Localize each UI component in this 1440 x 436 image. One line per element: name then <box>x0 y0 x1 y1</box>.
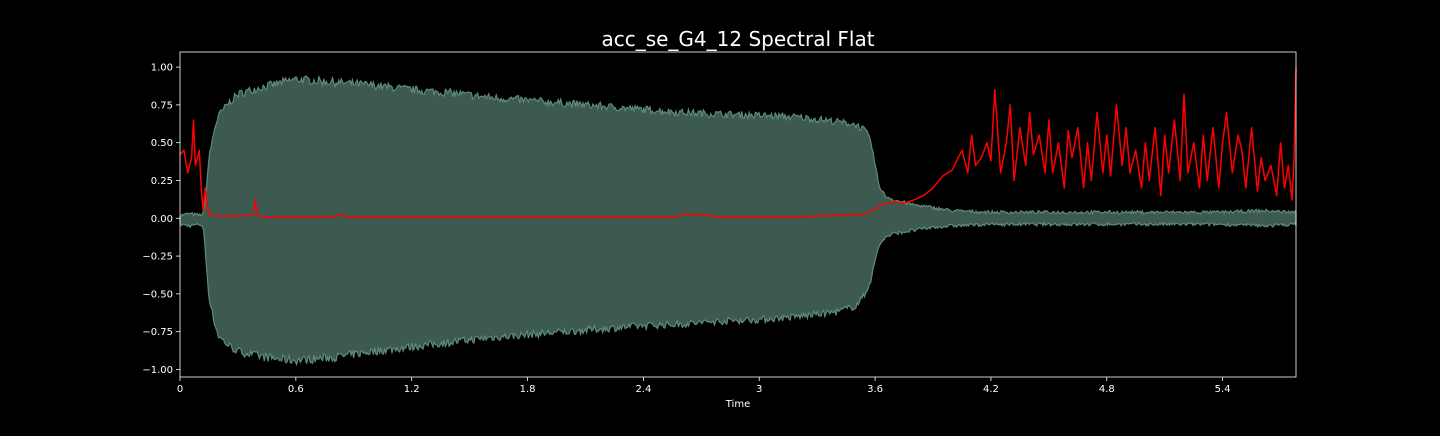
y-tick-label: 0.25 <box>151 176 173 187</box>
x-tick-label: 4.8 <box>1099 384 1115 395</box>
x-tick-label: 3 <box>756 384 762 395</box>
x-tick-label: 2.4 <box>635 384 651 395</box>
y-tick-label: 1.00 <box>151 63 173 74</box>
x-tick-label: 0 <box>177 384 183 395</box>
x-tick-label: 0.6 <box>288 384 304 395</box>
y-tick-label: −1.00 <box>142 365 173 376</box>
x-tick-label: 1.2 <box>404 384 420 395</box>
y-tick-label: 0.00 <box>151 214 173 225</box>
y-tick-label: 0.50 <box>151 138 173 149</box>
y-axis: 1.00 0.75 0.50 0.25 0.00 −0.25 −0.50 −0.75 −1.00 <box>142 63 180 376</box>
x-tick-label: 5.4 <box>1215 384 1231 395</box>
x-axis: 0 0.6 1.2 1.8 2.4 3 3.6 4.2 4.8 5.4 <box>177 377 1231 395</box>
chart-title: acc_se_G4_12 Spectral Flat <box>601 27 874 51</box>
x-axis-label: Time <box>725 399 750 410</box>
y-tick-label: 0.75 <box>151 100 173 111</box>
x-tick-label: 4.2 <box>983 384 999 395</box>
x-tick-label: 3.6 <box>867 384 883 395</box>
y-tick-label: −0.25 <box>142 252 173 263</box>
spectral-flatness-line <box>179 67 1297 218</box>
x-tick-label: 1.8 <box>520 384 536 395</box>
y-tick-label: −0.75 <box>142 327 173 338</box>
axes-frame <box>179 51 1297 378</box>
y-tick-label: −0.50 <box>142 289 173 300</box>
